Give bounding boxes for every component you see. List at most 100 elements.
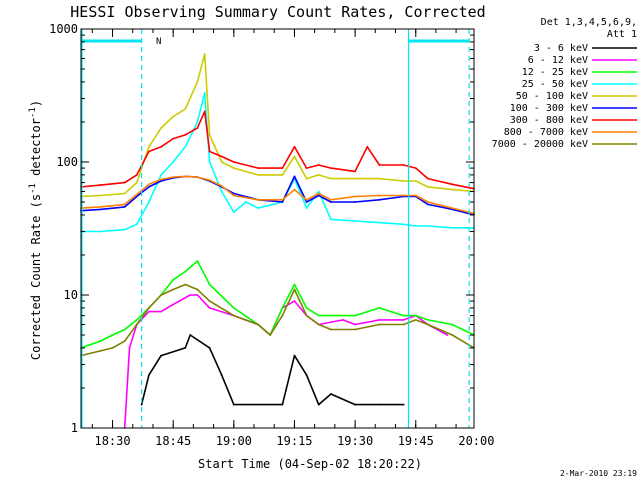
data-point-800-7000-kev-1	[99, 206, 102, 208]
series-line-6-12-kev	[123, 294, 448, 429]
x-tick-label-18-30: 18:30	[94, 434, 130, 448]
legend-label-25-50-kev: 25 - 50 keV	[522, 79, 588, 90]
data-point-50-100-kev-19	[354, 177, 356, 180]
data-point-800-7000-kev-3	[135, 193, 138, 196]
data-point-300-800-kev-6	[172, 137, 175, 140]
x-tick-label-19-45: 19:45	[398, 434, 434, 448]
data-point-50-100-kev-4	[148, 145, 150, 148]
x-tick-label-19-00: 19:00	[216, 434, 252, 448]
y-axis-label-end: )	[29, 100, 43, 107]
data-point-12-25-kev-20	[378, 307, 381, 309]
data-point-50-100-kev-3	[135, 181, 138, 184]
y-tick-label-10: 10	[64, 288, 78, 302]
data-point-800-7000-kev-21	[414, 194, 417, 197]
data-point-3-6-kev-2	[140, 403, 143, 406]
data-point-12-25-kev-1	[99, 340, 102, 342]
data-point-50-100-kev-2	[123, 192, 126, 195]
data-point-50-100-kev-18	[330, 177, 332, 180]
legend-label-3-6-kev: 3 - 6 keV	[534, 43, 588, 54]
data-point-800-7000-kev-6	[172, 176, 175, 179]
data-point-100-300-kev-5	[160, 180, 163, 182]
legend-label-800-7000-kev: 800 - 7000 keV	[504, 127, 588, 138]
data-point-300-800-kev-17	[317, 164, 320, 166]
data-point-25-50-kev-14	[257, 207, 259, 210]
data-point-25-50-kev-12	[232, 211, 235, 214]
data-point-300-800-kev-11	[220, 155, 223, 158]
data-point-12-25-kev-2	[111, 334, 114, 336]
data-point-25-50-kev-20	[354, 220, 356, 222]
data-point-300-800-kev-14	[281, 167, 284, 170]
data-point-7000-20000-kev-1	[99, 350, 102, 352]
data-point-6-12-kev-14	[293, 300, 296, 302]
data-point-7000-20000-kev-14	[281, 314, 284, 317]
data-point-3-6-kev-14	[330, 393, 332, 395]
data-point-12-25-kev-17	[317, 314, 320, 317]
data-point-300-800-kev-21	[378, 164, 381, 166]
data-point-25-50-kev-23	[414, 225, 417, 227]
y-axis-label: Corrected Count Rate (s-1 detector-1)	[28, 100, 43, 360]
data-point-3-6-kev-16	[378, 403, 381, 406]
data-point-7000-20000-kev-5	[148, 307, 150, 309]
series-layer	[80, 53, 475, 429]
data-point-800-7000-kev-16	[317, 192, 320, 195]
data-point-800-7000-kev-9	[208, 179, 211, 182]
data-point-7000-20000-kev-2	[111, 347, 114, 349]
data-point-100-300-kev-4	[148, 186, 150, 188]
data-point-300-800-kev-4	[148, 150, 150, 153]
data-point-7000-20000-kev-23	[427, 323, 429, 326]
data-point-7000-20000-kev-24	[451, 334, 454, 336]
tick-layer: 1 10 100 1000 18:30 18:45 19:00 19:15 19:30 19:45…	[49, 22, 494, 448]
legend-label-6-12-kev: 6 - 12 keV	[528, 55, 588, 66]
x-axis-label: Start Time (04-Sep-02 18:20:22)	[198, 457, 422, 471]
data-point-50-100-kev-5	[160, 127, 163, 129]
y-axis-label-mid: detector	[29, 118, 43, 183]
data-point-3-6-kev-9	[232, 403, 235, 406]
data-point-12-25-kev-8	[184, 270, 187, 273]
data-point-7000-20000-kev-19	[354, 328, 356, 331]
data-point-300-800-kev-19	[354, 170, 356, 173]
y-tick-label-100: 100	[56, 155, 78, 169]
x-tick-label-19-15: 19:15	[276, 434, 312, 448]
data-point-6-12-kev-19	[378, 319, 381, 321]
data-point-25-50-kev-8	[196, 121, 199, 123]
data-point-100-300-kev-16	[317, 194, 320, 197]
data-point-12-25-kev-11	[232, 307, 235, 309]
data-point-800-7000-kev-4	[148, 183, 150, 186]
data-point-25-50-kev-22	[402, 223, 405, 226]
data-point-25-50-kev-11	[220, 190, 223, 193]
data-point-6-12-kev-2	[128, 347, 131, 349]
data-point-12-25-kev-15	[293, 283, 296, 286]
data-point-50-100-kev-20	[378, 177, 381, 180]
data-point-300-800-kev-13	[257, 167, 259, 170]
series-line-25-50-kev	[81, 92, 474, 233]
data-point-25-50-kev-7	[184, 145, 187, 148]
data-point-7000-20000-kev-6	[160, 294, 163, 296]
data-point-25-50-kev-25	[451, 226, 454, 229]
y-axis-label-main: Corrected Count Rate (s	[29, 194, 43, 360]
data-point-50-100-kev-15	[293, 155, 296, 158]
data-point-800-7000-kev-22	[427, 201, 429, 203]
data-point-300-800-kev-25	[451, 183, 454, 186]
data-point-7000-20000-kev-3	[123, 340, 126, 342]
plot-frame	[80, 28, 475, 429]
data-point-50-100-kev-24	[451, 188, 454, 191]
data-point-6-12-kev-17	[342, 319, 344, 321]
data-point-800-7000-kev-12	[257, 198, 259, 201]
data-point-50-100-kev-14	[281, 174, 284, 176]
data-point-3-6-kev-6	[189, 334, 192, 336]
data-point-300-800-kev-20	[366, 145, 369, 148]
data-point-6-12-kev-23	[446, 334, 449, 336]
data-point-12-25-kev-16	[305, 307, 308, 309]
data-point-25-50-kev-17	[305, 207, 308, 210]
data-point-300-800-kev-24	[427, 177, 429, 180]
data-point-50-100-kev-7	[184, 108, 187, 110]
data-point-300-800-kev-3	[135, 174, 138, 176]
data-point-25-50-kev-4	[148, 201, 150, 203]
data-point-3-6-kev-13	[317, 403, 320, 406]
series-line-3-6-kev	[140, 334, 404, 406]
data-point-12-25-kev-7	[172, 278, 175, 281]
data-point-7000-20000-kev-16	[305, 314, 308, 317]
data-point-12-25-kev-4	[135, 319, 138, 321]
legend-title-line2: Att 1	[607, 29, 637, 40]
legend-label-12-25-kev: 12 - 25 keV	[522, 67, 588, 78]
